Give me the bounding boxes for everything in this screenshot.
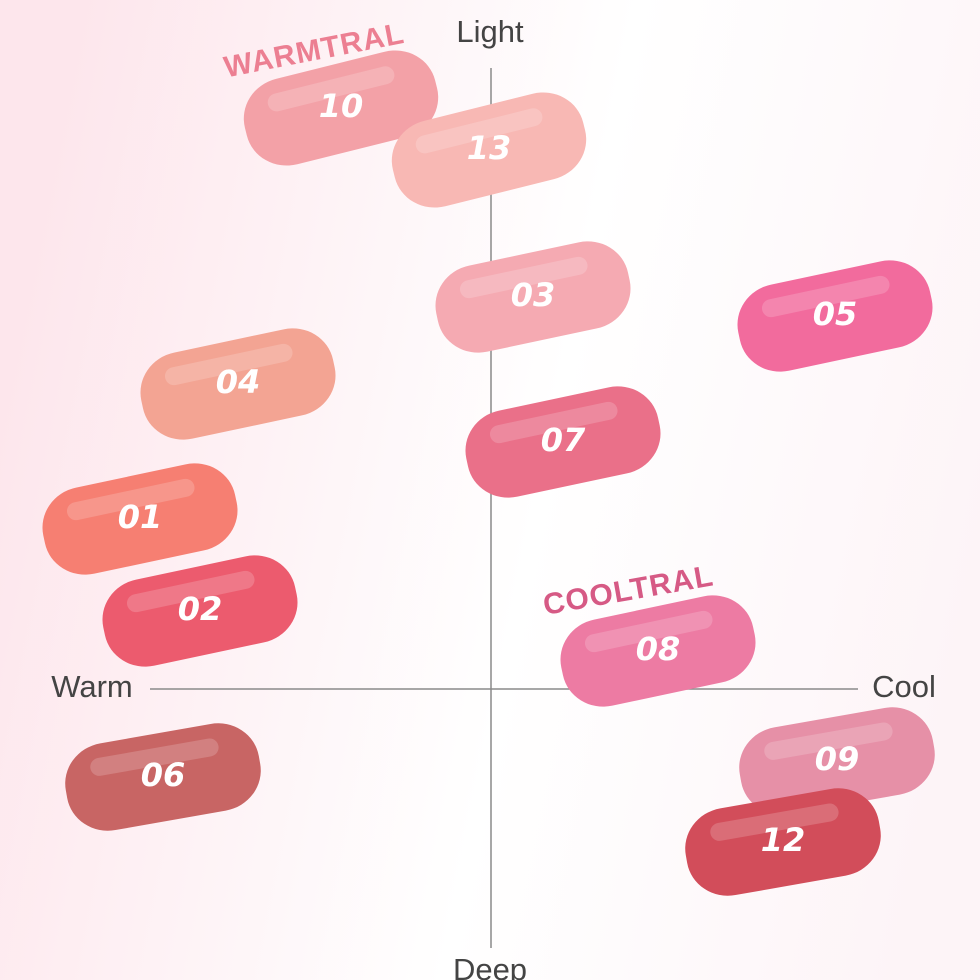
swatch-group: 10 13 03 05 04 07 01 02 08 06 09 12 bbox=[42, 50, 935, 896]
swatch-shape bbox=[685, 788, 881, 896]
swatch-shape bbox=[243, 50, 439, 166]
swatch bbox=[243, 50, 439, 166]
swatch-label: 06 bbox=[141, 756, 186, 794]
swatch-highlight bbox=[267, 66, 395, 112]
swatch-label: 12 bbox=[761, 821, 806, 859]
swatch-highlight bbox=[710, 803, 839, 841]
axis-label-right: Cool bbox=[872, 669, 936, 704]
swatch bbox=[102, 555, 298, 667]
swatch-label: 02 bbox=[178, 590, 223, 628]
swatch-label: 10 bbox=[319, 87, 364, 125]
swatch-label: 04 bbox=[216, 363, 261, 401]
swatch-highlight bbox=[66, 478, 195, 521]
swatch bbox=[685, 788, 881, 896]
swatch-label: 13 bbox=[467, 129, 512, 167]
swatch-shape bbox=[42, 463, 238, 575]
swatch-shape bbox=[739, 707, 935, 815]
swatch-highlight bbox=[584, 610, 713, 653]
axis-label-left: Warm bbox=[51, 669, 133, 704]
swatch bbox=[465, 386, 661, 498]
swatch bbox=[737, 260, 933, 372]
swatch-shape bbox=[391, 92, 587, 208]
swatch-highlight bbox=[164, 343, 293, 386]
axis-label-top: Light bbox=[456, 14, 524, 49]
swatch bbox=[65, 723, 261, 831]
swatch-shape bbox=[465, 386, 661, 498]
swatch-shape bbox=[737, 260, 933, 372]
swatch-shape bbox=[140, 328, 336, 440]
swatch-label: 09 bbox=[815, 740, 860, 778]
swatch-label: 07 bbox=[541, 421, 586, 459]
swatch-label: 01 bbox=[118, 498, 163, 536]
swatch bbox=[42, 463, 238, 575]
swatch bbox=[739, 707, 935, 815]
swatch-label: 03 bbox=[511, 276, 556, 314]
swatch-highlight bbox=[761, 275, 890, 318]
axis-label-bottom: Deep bbox=[453, 952, 527, 980]
swatch-shape bbox=[102, 555, 298, 667]
swatch-label: 08 bbox=[636, 630, 681, 668]
swatch-highlight bbox=[126, 570, 255, 613]
swatch-highlight bbox=[415, 108, 543, 154]
swatch-shape bbox=[65, 723, 261, 831]
swatch-highlight bbox=[489, 401, 618, 444]
swatch-highlight bbox=[764, 722, 893, 760]
swatch-label: 05 bbox=[813, 295, 858, 333]
swatch bbox=[391, 92, 587, 208]
swatch bbox=[560, 595, 756, 707]
swatch-highlight bbox=[459, 256, 588, 299]
swatch bbox=[435, 241, 631, 353]
swatch bbox=[140, 328, 336, 440]
swatch-shape bbox=[560, 595, 756, 707]
swatch-shape bbox=[435, 241, 631, 353]
swatch-highlight bbox=[90, 738, 219, 776]
